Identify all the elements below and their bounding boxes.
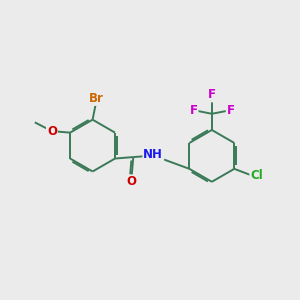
Text: F: F [227,104,235,117]
Text: O: O [127,175,136,188]
Text: F: F [208,88,216,101]
Text: Cl: Cl [250,169,263,182]
Text: NH: NH [143,148,163,160]
Text: F: F [190,104,198,117]
Text: Br: Br [89,92,104,105]
Text: O: O [47,125,57,138]
